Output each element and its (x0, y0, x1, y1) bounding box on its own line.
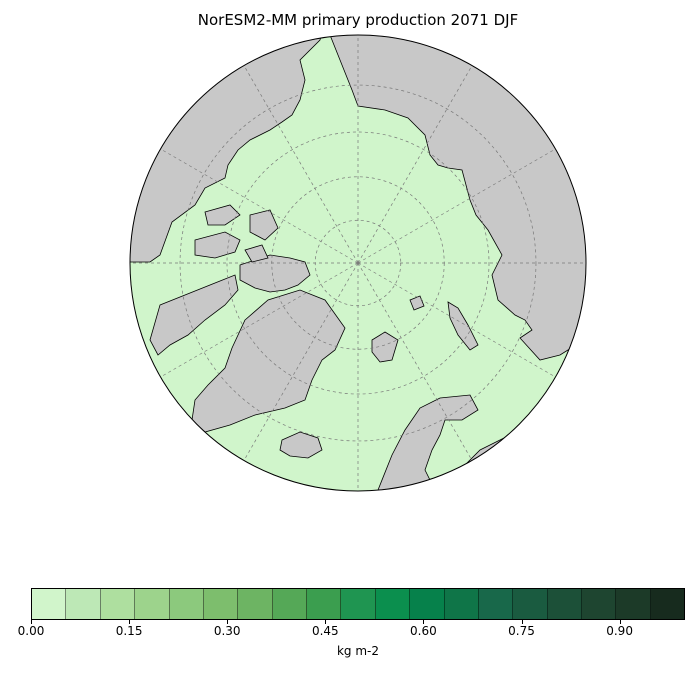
colorbar-tick (31, 620, 32, 624)
colorbar-segment (547, 589, 582, 619)
land-svalbard (371, 331, 399, 363)
land-banks (204, 204, 241, 226)
colorbar-tick-label: 0.30 (213, 624, 241, 638)
colorbar-segment (66, 589, 101, 619)
map-boundary (129, 34, 587, 492)
colorbar-segment (307, 589, 342, 619)
polar-map (129, 34, 587, 492)
colorbar-segment (444, 589, 479, 619)
colorbar-segment (135, 589, 170, 619)
land-greenland (191, 289, 346, 433)
colorbar-tick-label: 0.90 (606, 624, 633, 638)
colorbar-tick (423, 620, 425, 624)
colorbar-tick (129, 620, 131, 624)
graticule (130, 35, 586, 491)
colorbar-segment (650, 589, 685, 619)
colorbar-segment (478, 589, 514, 619)
colorbar-tick-label: 0.75 (508, 624, 535, 638)
latitude-circle-60 (226, 131, 490, 395)
colorbar-tick-label: 0.45 (311, 624, 339, 638)
land-novaya-zemlya (447, 301, 479, 351)
land-franz-josef (409, 295, 425, 311)
colorbar-tick (619, 620, 621, 624)
colorbar-tick (521, 620, 523, 624)
land-ellesmere (239, 254, 311, 293)
colorbar-tick (325, 620, 327, 624)
colorbar-segment (375, 589, 411, 619)
land-iceland (279, 431, 323, 459)
colorbar-tick (227, 620, 229, 624)
colorbar-segment (513, 589, 548, 619)
colorbar-segment (100, 589, 136, 619)
colorbar-segment (238, 589, 273, 619)
land-islands-1 (249, 209, 279, 241)
colorbar-segment (410, 589, 445, 619)
colorbar-segment (169, 589, 204, 619)
latitude-circle-50 (179, 84, 537, 442)
colorbar-segment (272, 589, 307, 619)
colorbar-label: kg m-2 (336, 644, 380, 658)
colorbar-segment (203, 589, 239, 619)
land-baffin (149, 274, 239, 356)
land-victoria (194, 231, 241, 259)
colorbar (31, 588, 685, 620)
colorbar-segment (582, 589, 617, 619)
land-islands-2 (244, 244, 269, 263)
colorbar-tick-label: 0.60 (410, 624, 437, 638)
colorbar-tick-label: 0.15 (115, 624, 143, 638)
colorbar-segment (616, 589, 651, 619)
colorbar-segment (32, 589, 67, 619)
map-title: NorESM2-MM primary production 2071 DJF (197, 11, 519, 29)
colorbar-segment (341, 589, 376, 619)
colorbar-tick-label: 0.00 (17, 624, 45, 638)
